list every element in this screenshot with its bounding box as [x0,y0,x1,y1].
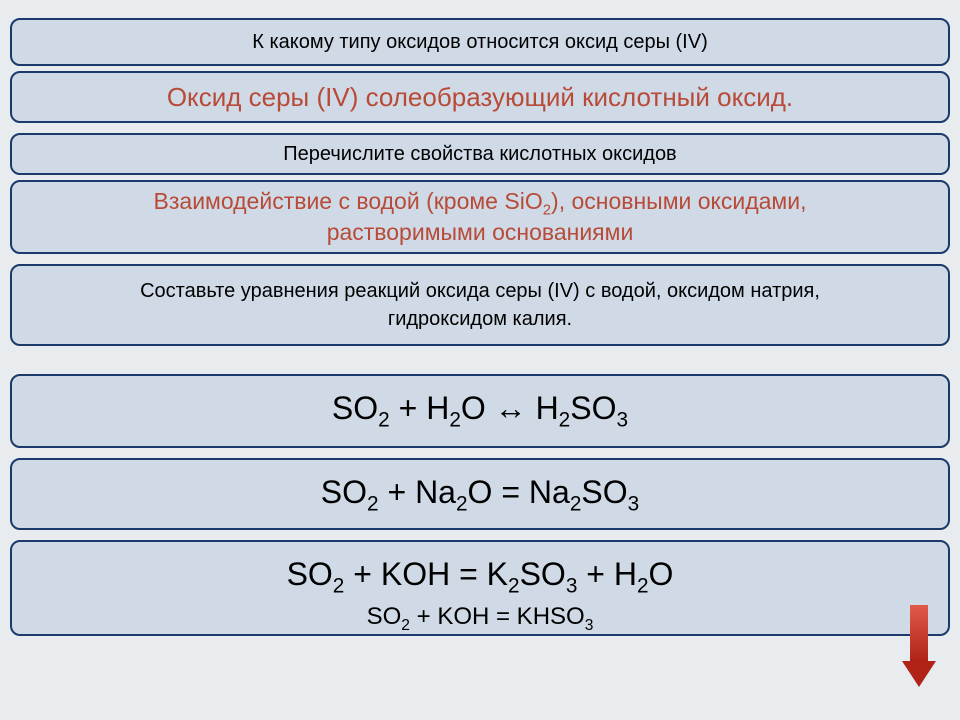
down-arrow-icon [902,605,936,695]
equation-2: SO2 + Na2O = Na2SO3 [12,474,948,511]
question-box-1: К какому типу оксидов относится оксид се… [10,18,950,66]
question-box-2: Перечислите свойства кислотных оксидов [10,133,950,175]
equation-1: SO2 + H2O ↔ H2SO3 [12,390,948,427]
task-text-line1: Составьте уравнения реакций оксида серы … [140,277,820,305]
answer-box-2: Взаимодействие с водой (кроме SiO2), осн… [10,180,950,254]
question-text-1: К какому типу оксидов относится оксид се… [252,31,708,54]
answer-text-2-line1: Взаимодействие с водой (кроме SiO2), осн… [154,186,807,217]
equation-box-1: SO2 + H2O ↔ H2SO3 [10,374,950,448]
question-text-2: Перечислите свойства кислотных оксидов [283,143,676,166]
task-box: Составьте уравнения реакций оксида серы … [10,264,950,346]
answer-box-1: Оксид серы (IV) солеобразующий кислотный… [10,71,950,123]
answer-text-1: Оксид серы (IV) солеобразующий кислотный… [167,82,793,113]
equation-3-main: SO2 + KOH = K2SO3 + H2O [12,556,948,593]
equation-box-3: SO2 + KOH = K2SO3 + H2O SO2 + KOH = KHSO… [10,540,950,636]
equation-3-sub: SO2 + KOH = KHSO3 [12,603,948,631]
equation-box-2: SO2 + Na2O = Na2SO3 [10,458,950,530]
task-text-line2: гидроксидом калия. [388,305,572,333]
answer-text-2-line2: растворимыми основаниями [327,217,634,248]
